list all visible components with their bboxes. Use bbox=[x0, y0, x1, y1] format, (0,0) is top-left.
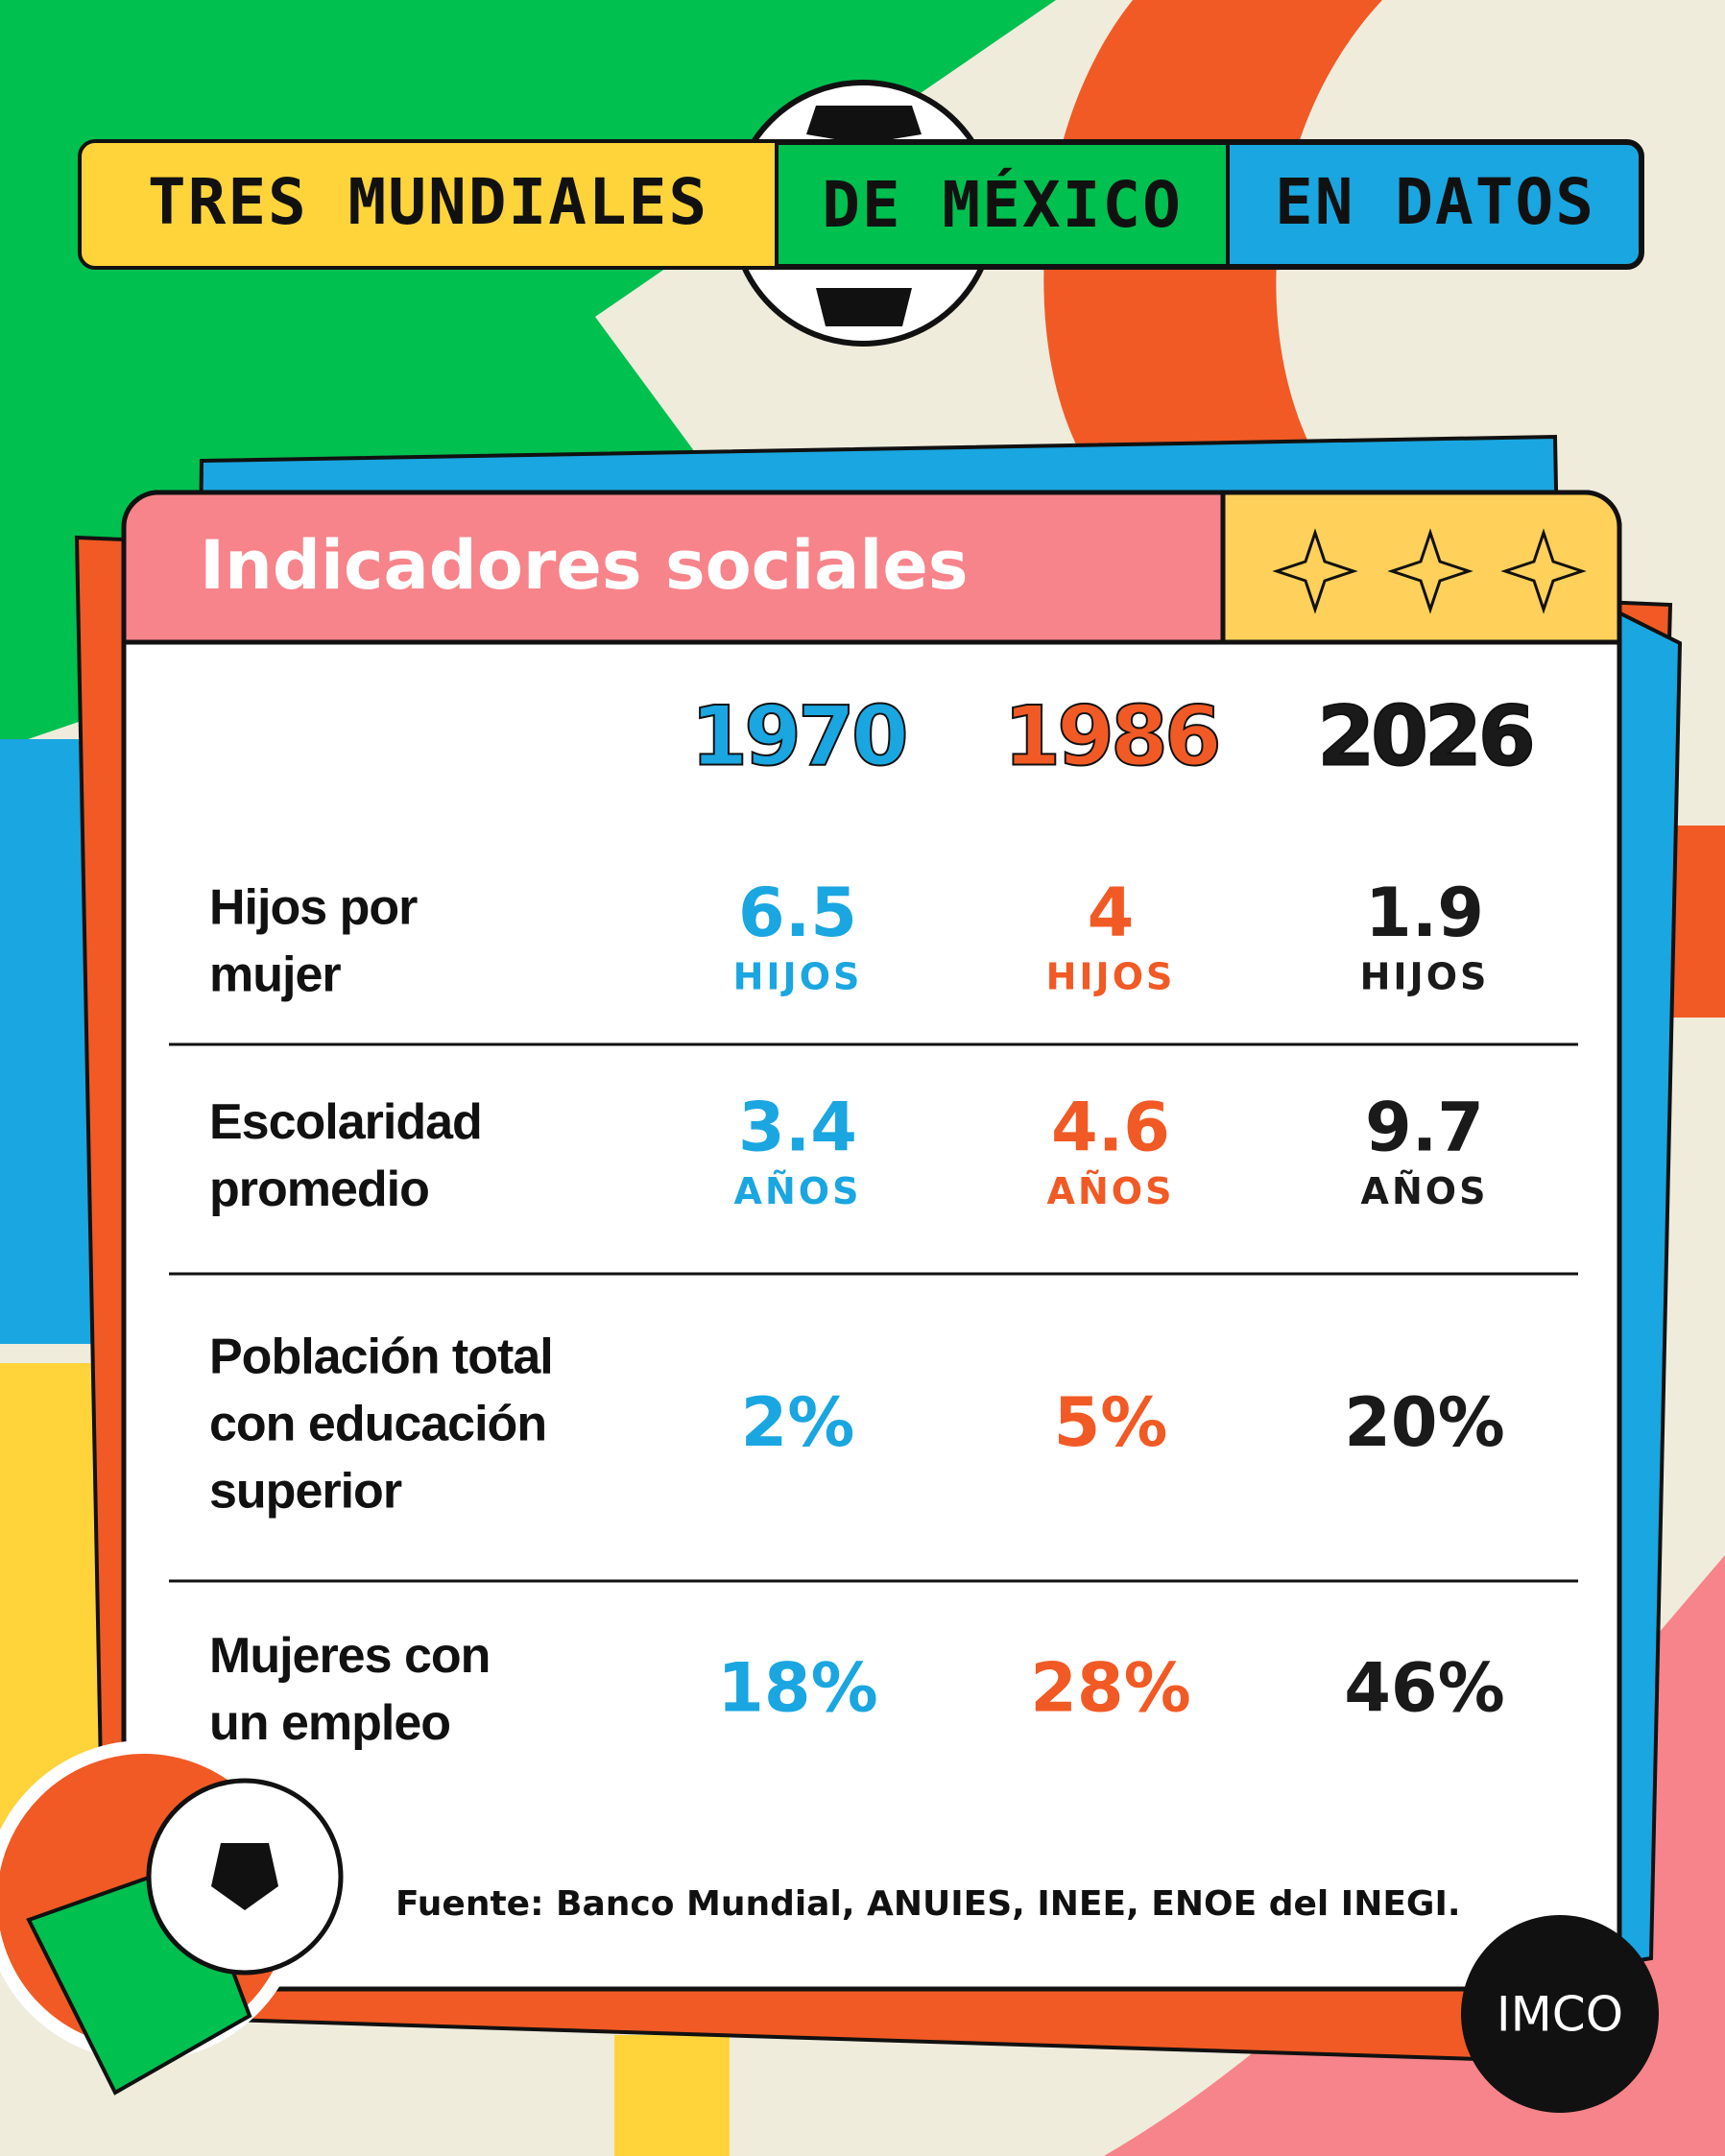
cell-unit: AÑOS bbox=[1047, 1170, 1175, 1212]
title-seg-green bbox=[775, 141, 1230, 268]
panel-stars bbox=[1220, 490, 1622, 645]
cell-value: 4.6 bbox=[1051, 1089, 1170, 1167]
cell-value: 6.5 bbox=[738, 874, 857, 952]
title-seg-blue bbox=[1226, 141, 1642, 268]
cell-unit: HIJOS bbox=[733, 956, 863, 998]
year-header: 1986 bbox=[1003, 688, 1218, 784]
cell-unit: HIJOS bbox=[1046, 956, 1176, 998]
cell-value: 46% bbox=[1344, 1649, 1505, 1728]
row-label: Población total bbox=[209, 1330, 553, 1385]
cell-value: 4 bbox=[1088, 874, 1135, 952]
panel-title: Indicadores sociales bbox=[200, 526, 969, 605]
deco-ball-patch bbox=[211, 1843, 278, 1910]
year-header: 2026 bbox=[1317, 688, 1532, 784]
row-label: Hijos por bbox=[209, 880, 418, 936]
row-label: Mujeres con bbox=[209, 1628, 490, 1684]
cell-value: 5% bbox=[1054, 1383, 1168, 1462]
stars bbox=[1272, 528, 1587, 614]
title-part: DE MÉXICO bbox=[822, 167, 1183, 242]
logo: IMCO bbox=[1497, 1987, 1623, 2043]
cell-value: 3.4 bbox=[738, 1089, 857, 1167]
row-label: Escolaridad bbox=[209, 1094, 482, 1150]
cell-value: 1.9 bbox=[1365, 874, 1484, 952]
cell-value: 9.7 bbox=[1365, 1089, 1484, 1167]
cell-value: 18% bbox=[717, 1649, 878, 1728]
title-part: EN DATOS bbox=[1275, 165, 1595, 239]
row-label: un empleo bbox=[209, 1695, 450, 1751]
row-label: superior bbox=[209, 1464, 402, 1520]
row-label: mujer bbox=[209, 947, 341, 1003]
cell-unit: HIJOS bbox=[1360, 956, 1490, 998]
logo-badge bbox=[1461, 1915, 1659, 2113]
panel-header bbox=[121, 490, 1226, 645]
cell-unit: AÑOS bbox=[734, 1170, 862, 1212]
cell-value: 28% bbox=[1030, 1649, 1191, 1728]
cell-value: 2% bbox=[741, 1383, 855, 1462]
source: Fuente: Banco Mundial, ANUIES, INEE, ENO… bbox=[395, 1884, 1461, 1924]
cell-unit: AÑOS bbox=[1361, 1170, 1489, 1212]
row-label: con educación bbox=[209, 1397, 546, 1452]
title-part: TRES MUNDIALES bbox=[148, 165, 708, 239]
row-label: promedio bbox=[209, 1162, 429, 1217]
year-header: 1970 bbox=[690, 688, 905, 784]
bg-yellow-bottom bbox=[614, 2035, 730, 2156]
ball-patches bbox=[806, 106, 922, 326]
cell-value: 20% bbox=[1344, 1383, 1505, 1462]
